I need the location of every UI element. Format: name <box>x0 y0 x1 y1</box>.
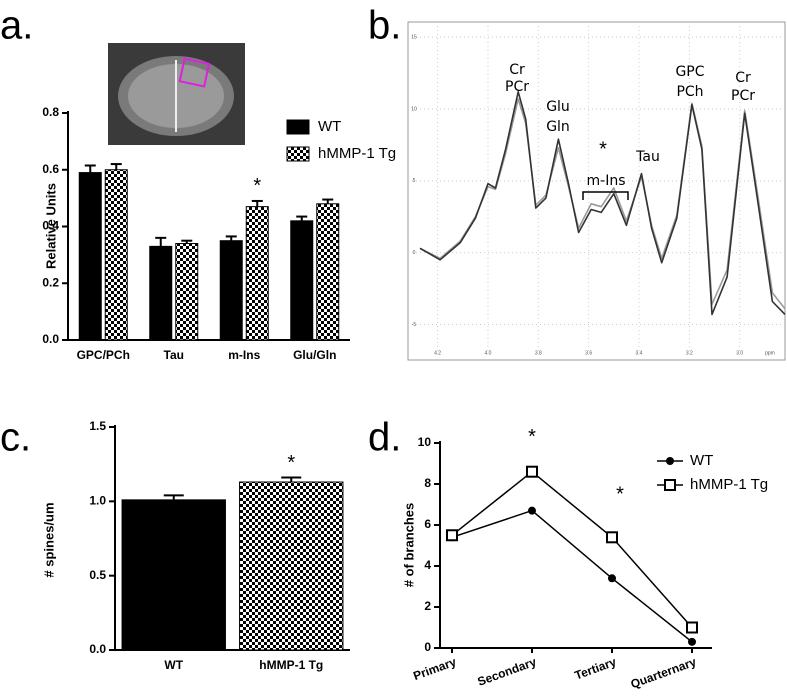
marker <box>446 529 458 542</box>
legend-marker <box>666 457 674 465</box>
x-tick-label: Quarternary <box>629 655 699 692</box>
legend-label: hMMP-1 Tg <box>318 145 396 162</box>
spectrum-frame <box>407 21 786 361</box>
bar <box>121 499 226 651</box>
peak-label: m-Ins <box>587 173 626 189</box>
y-tick-label: 4 <box>424 558 431 572</box>
spectrum-line <box>419 91 786 316</box>
y-tick-label: 10 <box>411 106 417 112</box>
x-tick-label: GPC/PCh <box>77 348 130 362</box>
bar <box>78 172 102 341</box>
series-line <box>451 470 693 628</box>
legend-swatch <box>286 119 310 135</box>
mri-image <box>108 43 245 145</box>
bar <box>219 240 243 341</box>
x-tick-label: hMMP-1 Tg <box>259 658 323 672</box>
peak-label: PCh <box>676 84 703 100</box>
bar <box>239 481 344 651</box>
legend-swatch <box>286 146 310 162</box>
x-tick-label: 3.4 <box>636 350 643 356</box>
marker <box>688 637 696 646</box>
y-tick-label: 0.2 <box>42 275 59 289</box>
x-tick-label: Glu/Gln <box>293 348 336 362</box>
x-tick-label: Primary <box>411 655 458 684</box>
significance-star: * <box>616 484 624 506</box>
peak-label: Glu <box>546 99 570 115</box>
x-tick-label: m-Ins <box>228 348 260 362</box>
x-axis-label: ppm <box>765 350 775 356</box>
marker <box>528 506 536 515</box>
y-tick-label: 0.0 <box>89 642 106 656</box>
y-tick-label: 0.0 <box>42 332 59 346</box>
legend-label: hMMP-1 Tg <box>690 476 768 493</box>
marker <box>606 531 618 544</box>
series-line <box>451 509 693 643</box>
legend-label: WT <box>690 452 713 469</box>
y-tick-label: 8 <box>424 476 431 490</box>
panel-label: c. <box>0 416 31 460</box>
bar <box>175 243 199 341</box>
x-tick-label: 4.2 <box>434 350 441 356</box>
bar <box>245 206 269 341</box>
x-tick-label: Tau <box>164 348 184 362</box>
x-tick-label: 3.6 <box>585 350 592 356</box>
y-tick-label: -5 <box>412 322 417 328</box>
bar <box>104 169 128 341</box>
y-tick-label: 1.0 <box>89 494 106 508</box>
y-tick-label: 0 <box>424 640 431 654</box>
y-tick-label: 0.5 <box>89 568 106 582</box>
y-axis-label: Relative Units <box>43 183 58 269</box>
y-tick-label: 2 <box>424 599 431 613</box>
panel-label: b. <box>368 4 401 48</box>
marker <box>526 465 538 478</box>
legend-marker <box>664 479 676 491</box>
significance-star: * <box>287 452 295 474</box>
spectrum-line <box>419 98 786 310</box>
x-tick-label: 3.8 <box>535 350 542 356</box>
peak-label: Tau <box>635 149 660 165</box>
y-tick-label: 1.5 <box>89 419 106 433</box>
y-tick-label: 0.6 <box>42 162 59 176</box>
bar <box>316 203 340 341</box>
peak-label: Cr <box>735 70 751 86</box>
marker <box>686 621 698 634</box>
bar <box>290 220 314 341</box>
peak-label: PCr <box>505 79 529 95</box>
x-tick-label: 3.0 <box>736 350 743 356</box>
marker <box>608 574 616 583</box>
y-tick-label: 0 <box>413 250 416 256</box>
x-tick-label: Secondary <box>476 655 539 689</box>
m-ins-bracket <box>582 191 629 200</box>
x-tick-label: Tertiary <box>573 655 619 683</box>
y-tick-label: 15 <box>411 35 417 41</box>
significance-star: * <box>528 426 536 448</box>
y-tick-label: 6 <box>424 517 431 531</box>
peak-label: Gln <box>546 119 570 135</box>
x-tick-label: 4.0 <box>484 350 491 356</box>
panel-label: a. <box>0 4 33 48</box>
y-axis-label: # spines/um <box>41 502 56 577</box>
legend-label: WT <box>318 118 341 135</box>
bar <box>149 245 173 341</box>
x-tick-label: 3.2 <box>686 350 693 356</box>
y-tick-label: 0.8 <box>42 105 59 119</box>
y-tick-label: 5 <box>413 178 416 184</box>
x-tick-label: WT <box>164 658 183 672</box>
y-tick-label: 0.4 <box>42 219 59 233</box>
panel-label: d. <box>368 416 401 460</box>
y-tick-label: 10 <box>418 435 432 449</box>
y-axis-label: # of branches <box>401 503 416 588</box>
peak-label: Cr <box>509 62 525 78</box>
peak-label: GPC <box>675 64 704 80</box>
peak-label: PCr <box>731 88 755 104</box>
significance-star: * <box>253 175 261 197</box>
peak-label: * <box>599 138 607 160</box>
